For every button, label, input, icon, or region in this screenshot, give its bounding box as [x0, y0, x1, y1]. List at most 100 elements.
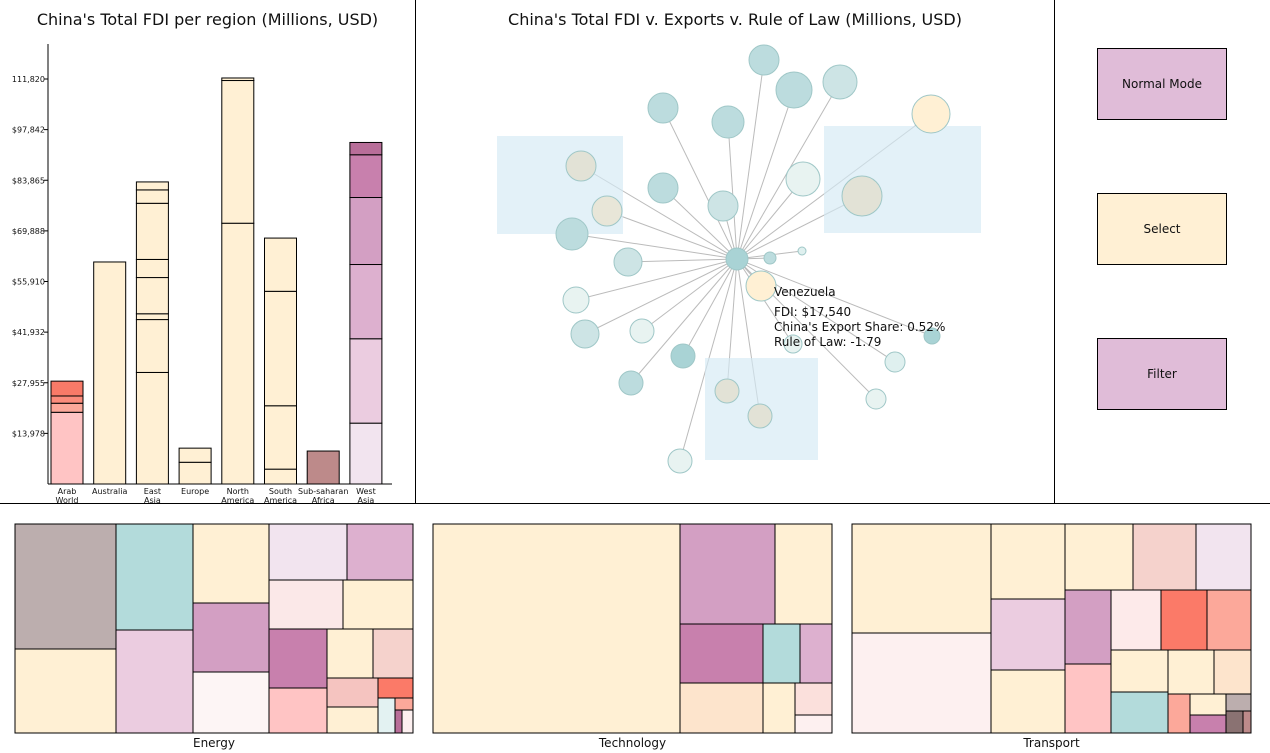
country-node[interactable]	[911, 94, 951, 134]
treemap-cell[interactable]	[851, 523, 992, 634]
treemap-cell[interactable]	[799, 623, 833, 684]
treemap-cell[interactable]	[679, 623, 764, 684]
treemap-cell[interactable]	[432, 523, 681, 734]
treemap-cell[interactable]	[1132, 523, 1197, 591]
treemap-cell[interactable]	[1195, 523, 1252, 591]
treemap-cell[interactable]	[377, 697, 396, 734]
bar-segment[interactable]	[349, 264, 383, 340]
bar-segment[interactable]	[264, 237, 297, 292]
treemap-cell[interactable]	[192, 523, 270, 604]
country-node[interactable]	[884, 351, 906, 373]
country-node[interactable]	[745, 270, 777, 302]
country-node[interactable]	[591, 195, 623, 227]
country-node[interactable]	[841, 175, 883, 217]
country-node[interactable]	[670, 343, 696, 369]
bar-segment[interactable]	[221, 77, 255, 82]
bar-segment[interactable]	[264, 405, 297, 470]
country-node[interactable]	[747, 403, 773, 429]
country-node[interactable]	[565, 150, 597, 182]
china-hub-node[interactable]	[725, 247, 749, 271]
treemap-cell[interactable]	[762, 682, 796, 734]
country-node[interactable]	[647, 172, 679, 204]
bar-segment[interactable]	[135, 258, 169, 279]
treemap-cell[interactable]	[1064, 523, 1134, 591]
bar-segment[interactable]	[178, 447, 212, 463]
treemap-cell[interactable]	[268, 687, 328, 734]
country-node[interactable]	[797, 246, 807, 256]
treemap-cell[interactable]	[394, 709, 403, 734]
country-node[interactable]	[618, 370, 644, 396]
treemap-cell[interactable]	[1110, 691, 1169, 734]
treemap-cell[interactable]	[14, 648, 117, 734]
country-node[interactable]	[647, 92, 679, 124]
filter-button[interactable]: Filter	[1097, 338, 1227, 410]
treemap-cell[interactable]	[990, 669, 1066, 734]
treemap-cell[interactable]	[794, 682, 833, 716]
bar-segment[interactable]	[349, 141, 383, 156]
bar-segment[interactable]	[135, 319, 169, 373]
country-node[interactable]	[562, 286, 590, 314]
bar-segment[interactable]	[135, 181, 169, 191]
treemap-cell[interactable]	[1242, 710, 1252, 734]
treemap-cell[interactable]	[14, 523, 117, 650]
treemap-cell[interactable]	[851, 632, 992, 734]
country-node[interactable]	[707, 190, 739, 222]
bar-segment[interactable]	[135, 202, 169, 260]
bar-segment[interactable]	[93, 261, 127, 485]
bar-segment[interactable]	[135, 371, 169, 485]
treemap-cell[interactable]	[1206, 589, 1252, 651]
treemap-cell[interactable]	[377, 677, 414, 699]
treemap-cell[interactable]	[1225, 710, 1244, 734]
treemap-cell[interactable]	[774, 523, 833, 625]
treemap-cell[interactable]	[115, 523, 194, 631]
bar-segment[interactable]	[50, 402, 84, 413]
treemap-cell[interactable]	[192, 671, 270, 734]
treemap-cell[interactable]	[762, 623, 801, 684]
bar-segment[interactable]	[50, 395, 84, 404]
treemap-cell[interactable]	[326, 706, 379, 734]
treemap-cell[interactable]	[1189, 714, 1227, 734]
treemap-cell[interactable]	[1213, 649, 1252, 695]
treemap-cell[interactable]	[192, 602, 270, 673]
treemap-cell[interactable]	[372, 628, 414, 679]
treemap-cell[interactable]	[1167, 649, 1215, 695]
normal-mode-button[interactable]: Normal Mode	[1097, 48, 1227, 120]
country-node[interactable]	[785, 161, 821, 197]
treemap-cell[interactable]	[1225, 693, 1252, 712]
country-node[interactable]	[667, 448, 693, 474]
treemap-cell[interactable]	[990, 523, 1066, 600]
country-node[interactable]	[748, 44, 780, 76]
country-node[interactable]	[783, 334, 803, 354]
bar-segment[interactable]	[264, 290, 297, 407]
country-node[interactable]	[923, 327, 941, 345]
treemap-cell[interactable]	[990, 598, 1066, 671]
bar-segment[interactable]	[349, 197, 383, 266]
country-node[interactable]	[865, 388, 887, 410]
country-node[interactable]	[822, 64, 858, 100]
treemap-cell[interactable]	[342, 579, 414, 630]
treemap-cell[interactable]	[326, 677, 379, 708]
bar-segment[interactable]	[135, 313, 169, 321]
treemap-cell[interactable]	[326, 628, 374, 679]
bar-segment[interactable]	[264, 468, 297, 485]
treemap-cell[interactable]	[1110, 649, 1169, 693]
bar-segment[interactable]	[50, 411, 84, 485]
country-node[interactable]	[775, 71, 813, 109]
bar-segment[interactable]	[221, 222, 255, 485]
treemap-cell[interactable]	[1064, 663, 1112, 734]
bar-segment[interactable]	[50, 380, 84, 397]
bar-segment[interactable]	[349, 338, 383, 424]
country-node[interactable]	[629, 318, 655, 344]
treemap-cell[interactable]	[1189, 693, 1227, 716]
treemap-cell[interactable]	[794, 714, 833, 734]
treemap-cell[interactable]	[679, 523, 776, 625]
bar-segment[interactable]	[135, 189, 169, 204]
select-button[interactable]: Select	[1097, 193, 1227, 265]
bar-segment[interactable]	[221, 80, 255, 224]
treemap-cell[interactable]	[394, 697, 414, 711]
country-node[interactable]	[570, 319, 600, 349]
treemap-cell[interactable]	[1167, 693, 1191, 734]
country-node[interactable]	[711, 105, 745, 139]
treemap-cell[interactable]	[401, 709, 414, 734]
treemap-cell[interactable]	[1160, 589, 1208, 651]
